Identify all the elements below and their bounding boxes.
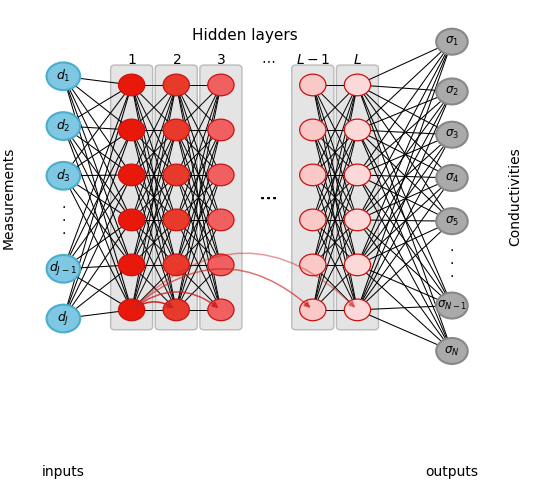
Circle shape [436,338,468,364]
Text: $3$: $3$ [216,53,226,67]
Text: $\cdots$: $\cdots$ [258,189,276,206]
Text: $2$: $2$ [171,53,181,67]
FancyArrowPatch shape [134,253,354,308]
Circle shape [208,164,234,186]
Circle shape [344,164,370,186]
Text: $L-1$: $L-1$ [295,53,330,67]
Circle shape [47,305,80,332]
Circle shape [436,208,468,234]
Circle shape [300,164,326,186]
Text: $\cdot$
$\cdot$
$\cdot$: $\cdot$ $\cdot$ $\cdot$ [449,243,454,282]
Text: outputs: outputs [425,465,479,479]
Text: $d_1$: $d_1$ [56,68,71,84]
Circle shape [163,119,189,141]
Circle shape [47,162,80,190]
Circle shape [47,112,80,140]
Circle shape [344,299,370,320]
Circle shape [344,74,370,96]
Circle shape [208,254,234,276]
Circle shape [208,209,234,231]
Text: $\sigma_{N-1}$: $\sigma_{N-1}$ [437,299,467,312]
Circle shape [119,74,145,96]
Text: $\cdot$
$\cdot$
$\cdot$: $\cdot$ $\cdot$ $\cdot$ [61,199,66,239]
Text: $\sigma_1$: $\sigma_1$ [445,35,459,48]
FancyBboxPatch shape [336,65,379,330]
Circle shape [119,299,145,320]
Text: inputs: inputs [42,465,85,479]
Circle shape [163,254,189,276]
Circle shape [163,74,189,96]
Circle shape [208,299,234,320]
Circle shape [163,209,189,231]
Text: $\sigma_3$: $\sigma_3$ [445,128,459,141]
FancyBboxPatch shape [110,65,153,330]
FancyArrowPatch shape [134,292,218,308]
FancyArrowPatch shape [134,269,310,308]
Circle shape [119,119,145,141]
Circle shape [208,74,234,96]
Circle shape [436,122,468,147]
Circle shape [300,74,326,96]
Text: $d_3$: $d_3$ [56,168,71,184]
Text: Measurements: Measurements [1,146,15,248]
Circle shape [163,164,189,186]
Circle shape [436,293,468,318]
Circle shape [47,255,80,283]
Text: $\sigma_4$: $\sigma_4$ [445,172,459,185]
Circle shape [208,119,234,141]
Circle shape [344,119,370,141]
Text: $d_{J-1}$: $d_{J-1}$ [50,260,77,278]
Circle shape [300,209,326,231]
FancyBboxPatch shape [155,65,197,330]
Text: $\sigma_N$: $\sigma_N$ [444,344,460,358]
Circle shape [436,165,468,191]
Circle shape [119,209,145,231]
Text: Conductivities: Conductivities [508,147,522,245]
Text: $\sigma_2$: $\sigma_2$ [445,85,459,98]
Circle shape [300,299,326,320]
Text: $\sigma_5$: $\sigma_5$ [445,215,459,228]
Circle shape [300,254,326,276]
Circle shape [436,29,468,55]
Circle shape [47,62,80,90]
Circle shape [436,78,468,104]
Circle shape [344,209,370,231]
Circle shape [300,119,326,141]
Text: $\cdots$: $\cdots$ [261,53,275,67]
FancyArrowPatch shape [134,302,172,308]
Text: $d_2$: $d_2$ [56,118,71,134]
Circle shape [163,299,189,320]
Text: $d_J$: $d_J$ [57,310,70,327]
Circle shape [119,254,145,276]
FancyBboxPatch shape [200,65,242,330]
Text: $\cdots$: $\cdots$ [259,189,277,206]
Text: $1$: $1$ [127,53,137,67]
Text: Hidden layers: Hidden layers [191,28,298,43]
FancyBboxPatch shape [292,65,334,330]
Text: $L$: $L$ [353,53,362,67]
Circle shape [344,254,370,276]
Circle shape [119,164,145,186]
